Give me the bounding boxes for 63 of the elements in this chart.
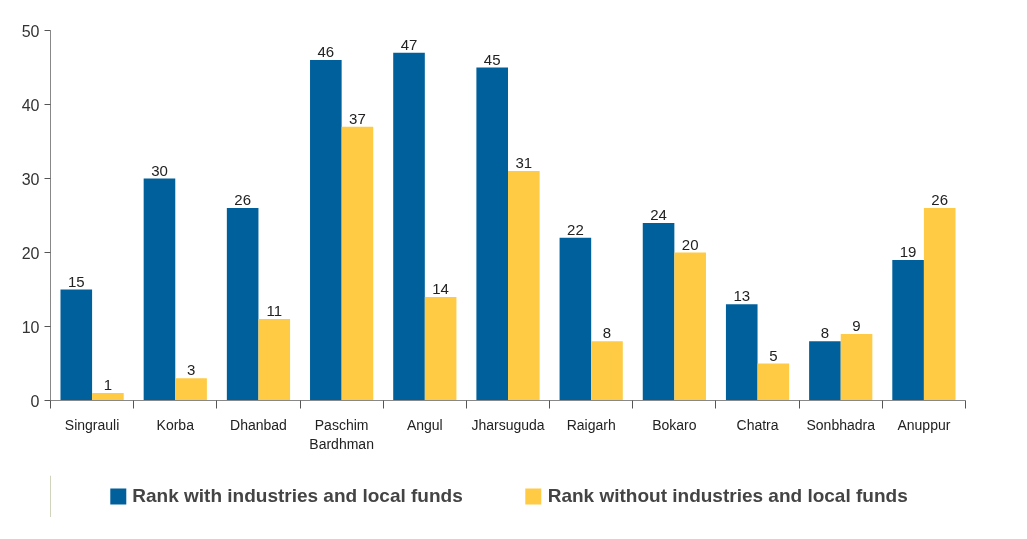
x-tick-label: Korba [156, 416, 195, 433]
legend-label: Rank with industries and local funds [132, 485, 463, 507]
bar [591, 341, 623, 401]
data-label: 14 [432, 279, 449, 297]
data-label: 20 [681, 235, 699, 253]
y-tick-label: 20 [21, 244, 40, 262]
data-label: 47 [400, 35, 418, 53]
bar [757, 363, 790, 401]
bar [258, 319, 291, 401]
y-tick-label: 0 [30, 392, 40, 410]
x-tick-label: Sonbhadra [806, 416, 876, 433]
x-tick-label: Paschim Bardhman [309, 416, 374, 452]
data-label: 22 [567, 220, 584, 238]
bar [60, 289, 93, 401]
data-label: 15 [67, 272, 85, 290]
data-label: 45 [483, 50, 501, 68]
bar [175, 378, 207, 401]
data-label: 26 [234, 191, 251, 209]
bar [92, 393, 124, 401]
y-tick-label: 10 [21, 318, 40, 336]
x-tick-label: Chatra [736, 416, 779, 433]
x-tick-label: Jharsuguda [471, 416, 545, 433]
bar [341, 126, 374, 401]
data-label: 30 [151, 161, 168, 179]
data-label: 24 [650, 205, 667, 223]
x-tick-label: Bokaro [652, 416, 697, 433]
bar [840, 333, 873, 401]
bar [809, 341, 841, 401]
y-tick-label: 50 [21, 22, 40, 40]
x-tick-label: Singrauli [64, 416, 120, 433]
bar [642, 222, 675, 401]
data-label: 3 [186, 361, 196, 379]
data-label: 5 [769, 346, 778, 364]
bar [559, 237, 592, 401]
bar [725, 304, 758, 401]
data-label: 37 [349, 109, 366, 127]
bar [508, 171, 540, 401]
data-label: 19 [899, 242, 917, 260]
data-label: 26 [931, 191, 949, 209]
data-label: 11 [266, 302, 283, 320]
data-label: 13 [733, 287, 751, 305]
bar [226, 208, 259, 401]
data-label: 31 [515, 154, 533, 172]
bar [310, 60, 342, 401]
x-tick-label: Anuppur [897, 416, 951, 433]
x-tick-label: Dhanbad [230, 416, 287, 433]
bar [674, 252, 706, 401]
legend-label: Rank without industries and local funds [547, 485, 908, 507]
x-tick-label: Angul [406, 416, 443, 433]
bar [424, 296, 457, 401]
x-tick-label: Raigarh [566, 416, 616, 433]
y-tick-label: 40 [21, 96, 40, 114]
bar [892, 259, 924, 401]
data-label: 8 [602, 324, 612, 342]
data-label: 9 [852, 316, 861, 334]
bar [476, 67, 508, 401]
y-tick-label: 30 [21, 170, 40, 188]
bar [923, 208, 956, 401]
bar [143, 178, 176, 401]
bar [393, 52, 425, 401]
data-label: 46 [317, 43, 335, 61]
data-label: 1 [103, 376, 113, 394]
data-label: 8 [820, 324, 830, 342]
